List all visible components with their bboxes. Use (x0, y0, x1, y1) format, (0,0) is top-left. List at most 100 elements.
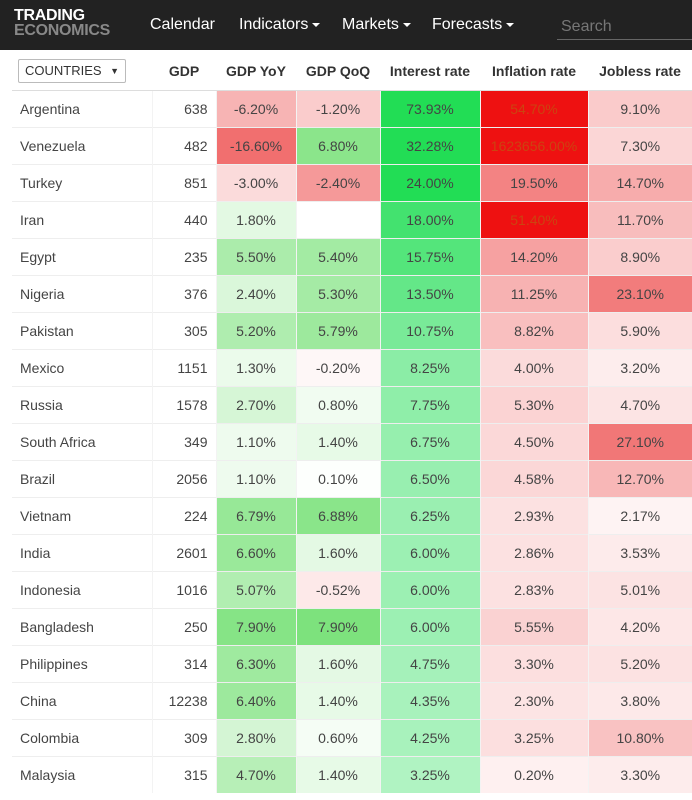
table-row[interactable]: Colombia 309 2.80% 0.60% 4.25% 3.25% 10.80% (12, 718, 692, 756)
gdp-yoy-cell: 6.30% (215, 644, 296, 682)
interest-rate-cell: 3.25% (379, 755, 480, 793)
country-cell[interactable]: Bangladesh (12, 607, 152, 645)
nav-forecasts[interactable]: Forecasts (432, 0, 515, 50)
nav-calendar[interactable]: Calendar (150, 0, 215, 50)
country-cell[interactable]: Indonesia (12, 570, 152, 608)
column-header-interest-rate[interactable]: Interest rate (380, 52, 480, 91)
column-header-jobless-rate[interactable]: Jobless rate (588, 52, 692, 91)
column-header-gdp-qoq[interactable]: GDP QoQ (296, 52, 380, 91)
country-cell[interactable]: Turkey (12, 163, 152, 201)
table-row[interactable]: Philippines 314 6.30% 1.60% 4.75% 3.30% 5.20% (12, 644, 692, 682)
country-cell[interactable]: Iran (12, 200, 152, 238)
table-header-row: COUNTRIES ▼ GDP GDP YoY GDP QoQ Interest… (12, 52, 692, 91)
country-cell[interactable]: Vietnam (12, 496, 152, 534)
inflation-rate-cell: 2.86% (479, 533, 588, 571)
gdp-yoy-cell: 1.30% (215, 348, 296, 386)
gdp-yoy-cell: 2.80% (215, 718, 296, 756)
country-cell[interactable]: Colombia (12, 718, 152, 756)
column-header-gdp[interactable]: GDP (152, 52, 216, 91)
gdp-qoq-cell: 5.79% (295, 311, 380, 349)
country-cell[interactable]: India (12, 533, 152, 571)
inflation-rate-cell: 4.00% (479, 348, 588, 386)
table-row[interactable]: Malaysia 315 4.70% 1.40% 3.25% 0.20% 3.30% (12, 755, 692, 793)
gdp-cell: 2056 (151, 459, 216, 497)
table-row[interactable]: China 12238 6.40% 1.40% 4.35% 2.30% 3.80% (12, 681, 692, 719)
table-row[interactable]: Russia 1578 2.70% 0.80% 7.75% 5.30% 4.70% (12, 385, 692, 423)
country-cell[interactable]: Brazil (12, 459, 152, 497)
inflation-rate-cell: 3.30% (479, 644, 588, 682)
jobless-rate-cell: 4.70% (587, 385, 692, 423)
jobless-rate-cell: 8.90% (587, 237, 692, 275)
interest-rate-cell: 10.75% (379, 311, 480, 349)
nav-markets[interactable]: Markets (342, 0, 411, 50)
inflation-rate-cell: 1623656.00% (479, 126, 588, 164)
logo-line-1: TRADING (14, 7, 85, 24)
country-cell[interactable]: Nigeria (12, 274, 152, 312)
country-cell[interactable]: China (12, 681, 152, 719)
country-cell[interactable]: Pakistan (12, 311, 152, 349)
table-row[interactable]: Egypt 235 5.50% 5.40% 15.75% 14.20% 8.90% (12, 237, 692, 275)
gdp-yoy-cell: 1.10% (215, 459, 296, 497)
table-row[interactable]: Pakistan 305 5.20% 5.79% 10.75% 8.82% 5.90% (12, 311, 692, 349)
interest-rate-cell: 18.00% (379, 200, 480, 238)
country-cell[interactable]: Mexico (12, 348, 152, 386)
gdp-yoy-cell: 6.79% (215, 496, 296, 534)
gdp-cell: 309 (151, 718, 216, 756)
table-row[interactable]: Bangladesh 250 7.90% 7.90% 6.00% 5.55% 4.20% (12, 607, 692, 645)
gdp-qoq-cell: -0.20% (295, 348, 380, 386)
gdp-cell: 376 (151, 274, 216, 312)
country-cell[interactable]: South Africa (12, 422, 152, 460)
top-navigation-bar: TRADING ECONOMICS Calendar Indicators Ma… (0, 0, 692, 50)
gdp-yoy-cell: 2.40% (215, 274, 296, 312)
table-row[interactable]: Turkey 851 -3.00% -2.40% 24.00% 19.50% 14.70% (12, 163, 692, 201)
table-row[interactable]: Indonesia 1016 5.07% -0.52% 6.00% 2.83% 5.01% (12, 570, 692, 608)
gdp-yoy-cell: 5.07% (215, 570, 296, 608)
gdp-yoy-cell: 5.50% (215, 237, 296, 275)
country-cell[interactable]: Egypt (12, 237, 152, 275)
gdp-cell: 314 (151, 644, 216, 682)
gdp-qoq-cell: 0.10% (295, 459, 380, 497)
table-row[interactable]: Argentina 638 -6.20% -1.20% 73.93% 54.70% 9.10… (12, 89, 692, 127)
country-cell[interactable]: Venezuela (12, 126, 152, 164)
search-input[interactable] (557, 14, 692, 40)
gdp-qoq-cell: 5.40% (295, 237, 380, 275)
nav-indicators[interactable]: Indicators (239, 0, 321, 50)
inflation-rate-cell: 2.30% (479, 681, 588, 719)
interest-rate-cell: 32.28% (379, 126, 480, 164)
table-row[interactable]: Iran 440 1.80% 18.00% 51.40% 11.70% (12, 200, 692, 238)
caret-down-icon: ▼ (110, 65, 119, 76)
interest-rate-cell: 6.00% (379, 570, 480, 608)
gdp-yoy-cell: -16.60% (215, 126, 296, 164)
country-cell[interactable]: Argentina (12, 89, 152, 127)
inflation-rate-cell: 2.83% (479, 570, 588, 608)
table-row[interactable]: India 2601 6.60% 1.60% 6.00% 2.86% 3.53% (12, 533, 692, 571)
country-cell[interactable]: Malaysia (12, 755, 152, 793)
table-row[interactable]: Venezuela 482 -16.60% 6.80% 32.28% 1623656.00… (12, 126, 692, 164)
column-header-inflation-rate[interactable]: Inflation rate (480, 52, 588, 91)
trading-economics-logo[interactable]: TRADING ECONOMICS (14, 8, 134, 42)
nav-calendar-label: Calendar (150, 16, 215, 33)
country-cell[interactable]: Russia (12, 385, 152, 423)
table-row[interactable]: Vietnam 224 6.79% 6.88% 6.25% 2.93% 2.17% (12, 496, 692, 534)
country-cell[interactable]: Philippines (12, 644, 152, 682)
table-row[interactable]: South Africa 349 1.10% 1.40% 6.75% 4.50% 27.10… (12, 422, 692, 460)
inflation-rate-cell: 5.55% (479, 607, 588, 645)
gdp-qoq-cell: 1.60% (295, 533, 380, 571)
gdp-qoq-cell: -0.52% (295, 570, 380, 608)
column-header-gdp-yoy[interactable]: GDP YoY (216, 52, 296, 91)
inflation-rate-cell: 4.50% (479, 422, 588, 460)
jobless-rate-cell: 2.17% (587, 496, 692, 534)
inflation-rate-cell: 4.58% (479, 459, 588, 497)
jobless-rate-cell: 27.10% (587, 422, 692, 460)
interest-rate-cell: 13.50% (379, 274, 480, 312)
interest-rate-cell: 4.75% (379, 644, 480, 682)
table-row[interactable]: Mexico 1151 1.30% -0.20% 8.25% 4.00% 3.20% (12, 348, 692, 386)
gdp-cell: 1016 (151, 570, 216, 608)
logo-line-2: ECONOMICS (14, 22, 110, 39)
jobless-rate-cell: 3.53% (587, 533, 692, 571)
table-row[interactable]: Nigeria 376 2.40% 5.30% 13.50% 11.25% 23.10% (12, 274, 692, 312)
table-row[interactable]: Brazil 2056 1.10% 0.10% 6.50% 4.58% 12.70% (12, 459, 692, 497)
gdp-qoq-cell: 0.80% (295, 385, 380, 423)
countries-dropdown[interactable]: COUNTRIES ▼ (18, 58, 126, 83)
jobless-rate-cell: 3.80% (587, 681, 692, 719)
